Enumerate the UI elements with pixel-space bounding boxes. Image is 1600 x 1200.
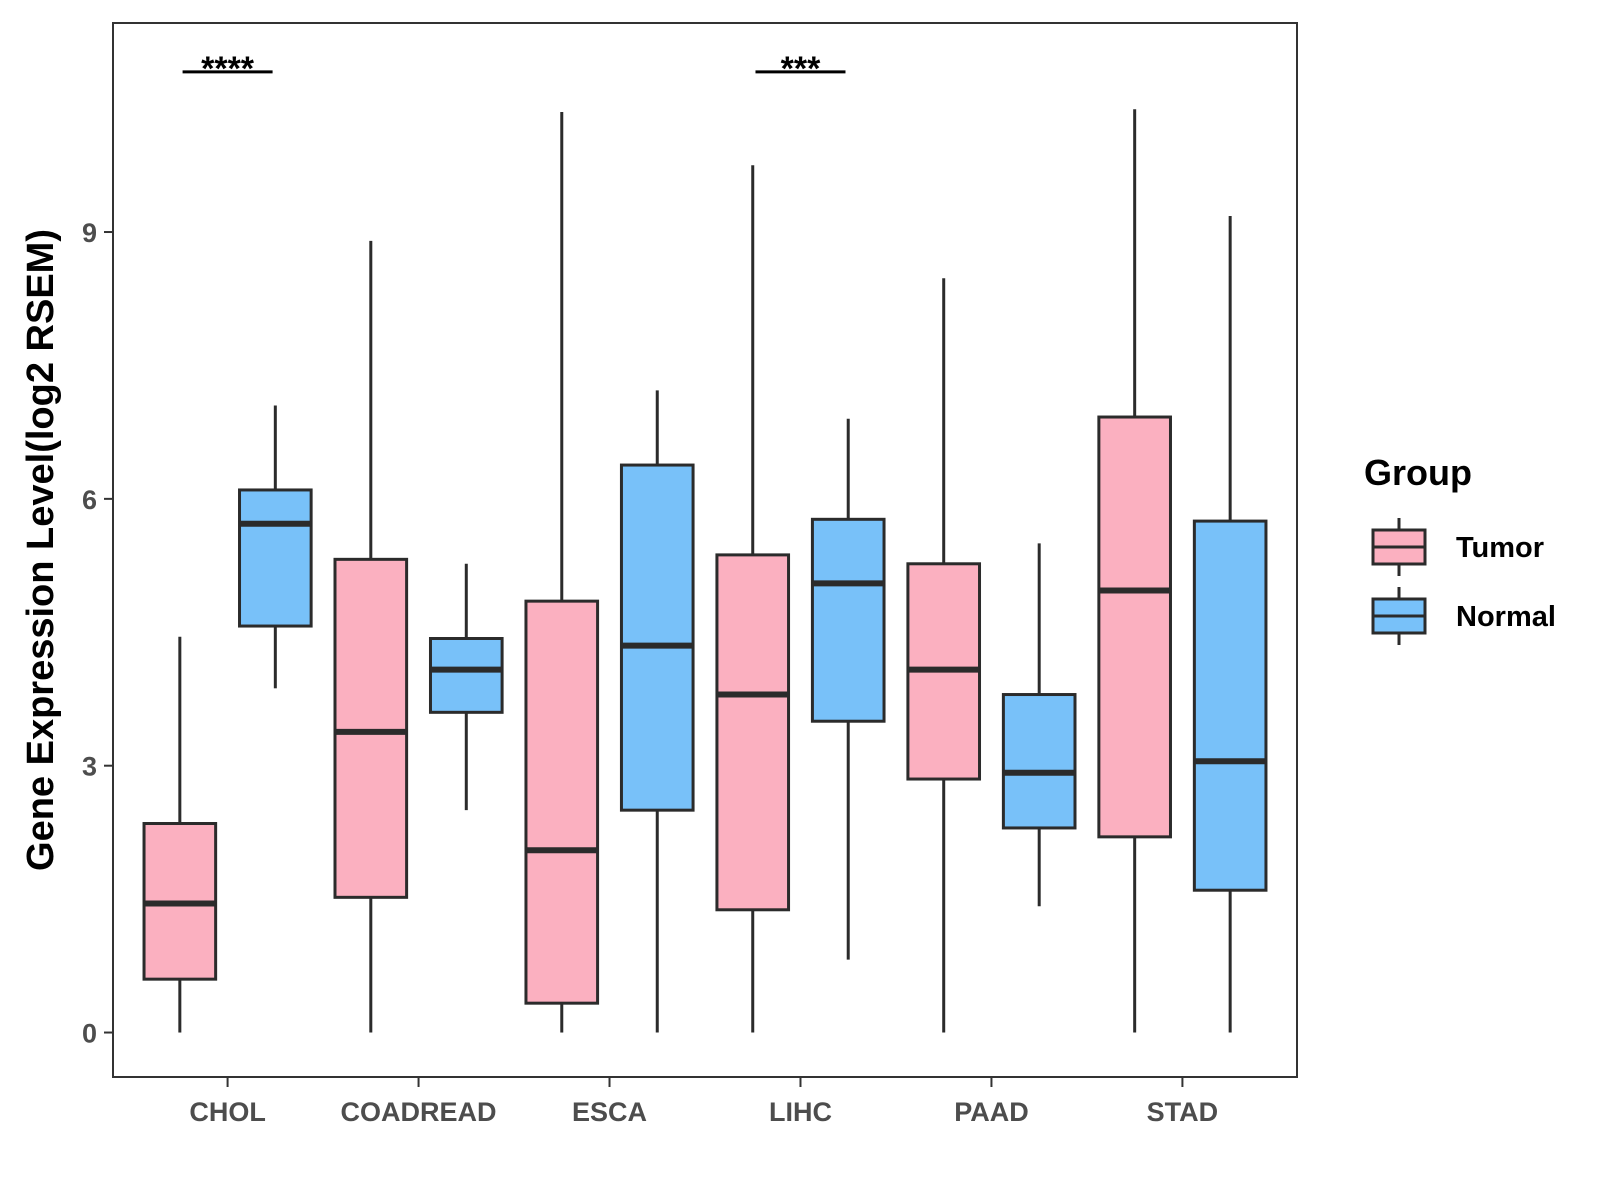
box-body [1192, 519, 1268, 892]
y-tick-label: 9 [82, 218, 97, 248]
box-tumor-coadread [333, 240, 409, 1033]
box-tumor-lihc [715, 165, 791, 1033]
x-tick-label: CHOL [189, 1097, 266, 1127]
legend-label: Tumor [1456, 532, 1544, 564]
x-tick-label: STAD [1147, 1097, 1219, 1127]
y-axis-title: Gene Expression Level(log2 RSEM) [20, 229, 62, 871]
box-tumor-esca [524, 111, 600, 1033]
x-axis: CHOL COADREAD ESCA LIHC PAAD STAD [189, 1077, 1218, 1127]
box-normal-paad [1001, 543, 1077, 907]
y-tick-label: 0 [82, 1019, 97, 1049]
box-normal-chol [238, 405, 313, 689]
y-tick-label: 3 [82, 752, 97, 782]
legend-title: Group [1364, 452, 1472, 493]
box-tumor-stad [1097, 109, 1172, 1033]
boxes-layer [142, 109, 1268, 1033]
box-body [810, 517, 886, 723]
legend-entry-normal: Normal [1371, 587, 1556, 645]
box-body [1001, 693, 1077, 830]
box-tumor-paad [906, 278, 982, 1033]
box-normal-lihc [810, 418, 886, 960]
plot-panel-border [112, 22, 1298, 1078]
y-axis: 0 3 6 9 [82, 218, 113, 1049]
legend: Group Tumor Normal [1364, 452, 1556, 645]
box-body [333, 557, 409, 899]
significance-label: *** [781, 50, 821, 88]
box-normal-stad [1192, 216, 1268, 1033]
box-body [428, 637, 504, 714]
box-body [238, 488, 313, 628]
x-tick-label: PAAD [954, 1097, 1029, 1127]
significance-label: **** [201, 50, 255, 88]
x-tick-label: COADREAD [341, 1097, 497, 1127]
box-body [1097, 415, 1172, 839]
box-tumor-chol [142, 636, 218, 1033]
legend-label: Normal [1456, 601, 1556, 633]
box-body [619, 463, 695, 812]
x-tick-label: LIHC [769, 1097, 832, 1127]
legend-entry-tumor: Tumor [1371, 518, 1544, 576]
box-normal-coadread [428, 563, 504, 811]
box-body [715, 553, 791, 912]
box-body [524, 599, 600, 1005]
y-tick-label: 6 [82, 485, 97, 515]
x-tick-label: ESCA [572, 1097, 647, 1127]
significance-annotations: **** *** [182, 50, 846, 88]
box-normal-esca [619, 390, 695, 1033]
